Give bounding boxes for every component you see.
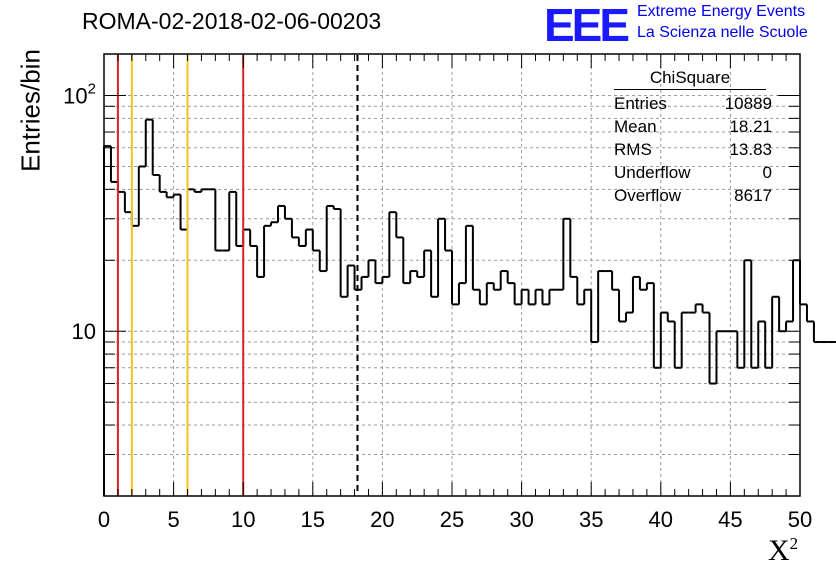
x-tick-label: 20 (370, 507, 394, 532)
logo-line-2: La Scienza nelle Scuole (637, 24, 808, 41)
stats-value: 10889 (724, 94, 772, 113)
y-tick-label: 10 (72, 319, 96, 344)
stats-label: Overflow (614, 186, 682, 205)
y-axis-label: Entries/bin (15, 49, 46, 172)
stats-box: ChiSquare Entries 10889 Mean 18.21 RMS 1… (614, 68, 772, 207)
reference-lines (116, 55, 359, 495)
stats-value: 13.83 (729, 140, 772, 159)
x-tick-label: 30 (509, 507, 533, 532)
y-tick-label: 102 (63, 81, 96, 109)
x-tick-label: 35 (579, 507, 603, 532)
x-tick-label: 50 (788, 507, 812, 532)
eee-logo: EEE (544, 0, 630, 51)
logo-line-1: Extreme Energy Events (637, 3, 806, 20)
stats-row-overflow: Overflow 8617 (614, 184, 772, 207)
stats-label: RMS (614, 140, 652, 159)
axis-ticks (103, 54, 801, 497)
x-tick-label: 10 (231, 507, 255, 532)
x-axis-label: X2 (768, 534, 798, 568)
run-title: ROMA-02-2018-02-06-00203 (82, 8, 382, 34)
stats-row-underflow: Underflow 0 (614, 161, 772, 184)
stats-row-entries: Entries 10889 (614, 92, 772, 115)
stats-value: 18.21 (729, 117, 772, 136)
x-tick-label: 15 (301, 507, 325, 532)
x-tick-label: 40 (649, 507, 673, 532)
stats-label: Mean (614, 117, 657, 136)
stats-row-rms: RMS 13.83 (614, 138, 772, 161)
x-tick-label: 45 (718, 507, 742, 532)
x-tick-label: 0 (98, 507, 110, 532)
stats-row-mean: Mean 18.21 (614, 115, 772, 138)
x-axis-label-base: X (768, 534, 790, 567)
stats-value: 8617 (734, 186, 772, 205)
x-axis-label-sup: 2 (789, 534, 799, 553)
stats-label: Underflow (614, 163, 691, 182)
stats-label: Entries (614, 94, 667, 113)
tick-labels: 0 5 10 15 20 25 30 35 40 45 50 10 102 (63, 81, 812, 532)
x-tick-label: 5 (167, 507, 179, 532)
stats-value: 0 (762, 163, 772, 182)
x-tick-label: 25 (440, 507, 464, 532)
stats-title: ChiSquare (614, 68, 766, 90)
